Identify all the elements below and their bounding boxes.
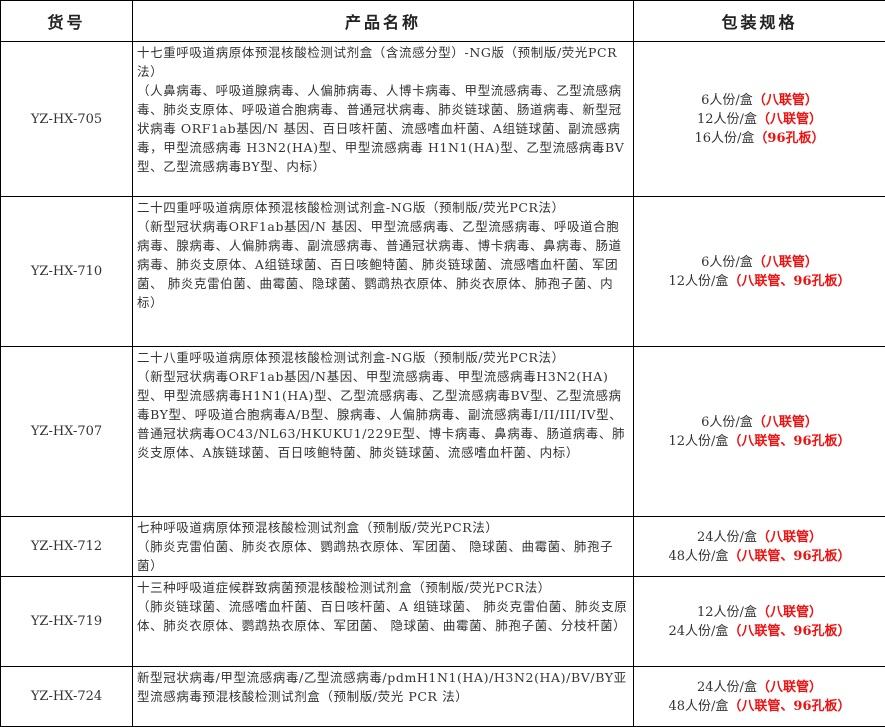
pack-line: 48人份/盒（八联管、96孔板） xyxy=(635,547,884,566)
packaging: 6人份/盒（八联管）12人份/盒（八联管、96孔板） xyxy=(634,197,885,347)
product-name: 十三种呼吸道症候群致病菌预混核酸检测试剂盒（预制版/荧光PCR法）（肺炎链球菌、… xyxy=(133,577,634,667)
header-pack: 包装规格 xyxy=(634,1,885,42)
packaging: 12人份/盒（八联管）24人份/盒（八联管、96孔板） xyxy=(634,577,885,667)
pack-type: （八联管） xyxy=(753,93,818,108)
pack-type: （八联管、96孔板） xyxy=(728,549,850,564)
pack-line: 12人份/盒（八联管） xyxy=(635,603,884,622)
packaging: 24人份/盒（八联管）48人份/盒（八联管、96孔板） xyxy=(634,667,885,727)
pack-type: （八联管） xyxy=(757,530,822,545)
pack-line: 24人份/盒（八联管） xyxy=(635,528,884,547)
pack-type: （八联管、96孔板） xyxy=(728,699,850,714)
product-targets: （新型冠状病毒ORF1ab基因/N基因、甲型流感病毒、甲型流感病毒H3N2(HA… xyxy=(137,367,629,462)
pack-qty: 16人份/盒 xyxy=(694,131,754,146)
product-title: 七种呼吸道病原体预混核酸检测试剂盒（预制版/荧光PCR法） xyxy=(137,518,629,537)
header-row: 货号 产品名称 包装规格 xyxy=(1,1,885,42)
header-code: 货号 xyxy=(1,1,133,42)
table-row: YZ-HX-712 七种呼吸道病原体预混核酸检测试剂盒（预制版/荧光PCR法）（… xyxy=(1,517,885,577)
pack-type: （八联管） xyxy=(753,415,818,430)
pack-type: （八联管） xyxy=(757,605,822,620)
product-targets: （肺炎链球菌、流感嗜血杆菌、百日咳杆菌、A 组链球菌、 肺炎克雷伯菌、肺炎支原体… xyxy=(137,597,629,635)
product-name: 十七重呼吸道病原体预混核酸检测试剂盒（含流感分型）-NG版（预制版/荧光PCR法… xyxy=(133,42,634,197)
table-row: YZ-HX-724 新型冠状病毒/甲型流感病毒/乙型流感病毒/pdmH1N1(H… xyxy=(1,667,885,727)
pack-qty: 48人份/盒 xyxy=(668,549,728,564)
pack-qty: 24人份/盒 xyxy=(697,530,757,545)
pack-type: （八联管、96孔板） xyxy=(728,624,850,639)
product-title: 新型冠状病毒/甲型流感病毒/乙型流感病毒/pdmH1N1(HA)/H3N2(HA… xyxy=(137,668,629,706)
pack-line: 6人份/盒（八联管） xyxy=(635,253,884,272)
pack-type: （八联管） xyxy=(753,255,818,270)
product-code: YZ-HX-712 xyxy=(1,517,133,577)
pack-qty: 12人份/盒 xyxy=(668,434,728,449)
product-targets: （人鼻病毒、呼吸道腺病毒、人偏肺病毒、人博卡病毒、甲型流感病毒、乙型流感病毒、肺… xyxy=(137,81,629,176)
pack-qty: 24人份/盒 xyxy=(697,680,757,695)
product-targets: （肺炎克雷伯菌、肺炎衣原体、鹦鹉热衣原体、军团菌、 隐球菌、曲霉菌、肺孢子菌） xyxy=(137,537,629,575)
pack-qty: 6人份/盒 xyxy=(701,93,753,108)
pack-type: （96孔板） xyxy=(754,131,824,146)
product-targets: （新型冠状病毒ORF1ab基因/N 基因、甲型流感病毒、乙型流感病毒、呼吸道合胞… xyxy=(137,217,629,312)
product-code: YZ-HX-724 xyxy=(1,667,133,727)
header-name: 产品名称 xyxy=(133,1,634,42)
pack-type: （八联管） xyxy=(757,112,822,127)
product-name: 二十四重呼吸道病原体预混核酸检测试剂盒-NG版（预制版/荧光PCR法）（新型冠状… xyxy=(133,197,634,347)
table-row: YZ-HX-719 十三种呼吸道症候群致病菌预混核酸检测试剂盒（预制版/荧光PC… xyxy=(1,577,885,667)
pack-line: 12人份/盒（八联管、96孔板） xyxy=(635,432,884,451)
pack-type: （八联管、96孔板） xyxy=(728,434,850,449)
product-title: 二十八重呼吸道病原体预混核酸检测试剂盒-NG版（预制版/荧光PCR法） xyxy=(137,348,629,367)
product-title: 十七重呼吸道病原体预混核酸检测试剂盒（含流感分型）-NG版（预制版/荧光PCR法… xyxy=(137,43,629,81)
product-code: YZ-HX-710 xyxy=(1,197,133,347)
product-name: 新型冠状病毒/甲型流感病毒/乙型流感病毒/pdmH1N1(HA)/H3N2(HA… xyxy=(133,667,634,727)
pack-qty: 48人份/盒 xyxy=(668,699,728,714)
pack-type: （八联管） xyxy=(757,680,822,695)
pack-qty: 12人份/盒 xyxy=(668,274,728,289)
pack-line: 12人份/盒（八联管、96孔板） xyxy=(635,272,884,291)
pack-qty: 12人份/盒 xyxy=(697,112,757,127)
packaging: 24人份/盒（八联管）48人份/盒（八联管、96孔板） xyxy=(634,517,885,577)
pack-qty: 24人份/盒 xyxy=(668,624,728,639)
pack-line: 6人份/盒（八联管） xyxy=(635,413,884,432)
product-title: 二十四重呼吸道病原体预混核酸检测试剂盒-NG版（预制版/荧光PCR法） xyxy=(137,198,629,217)
pack-line: 12人份/盒（八联管） xyxy=(635,110,884,129)
pack-qty: 6人份/盒 xyxy=(701,415,753,430)
product-code: YZ-HX-719 xyxy=(1,577,133,667)
pack-line: 48人份/盒（八联管、96孔板） xyxy=(635,697,884,716)
pack-line: 6人份/盒（八联管） xyxy=(635,91,884,110)
product-code: YZ-HX-705 xyxy=(1,42,133,197)
product-name: 二十八重呼吸道病原体预混核酸检测试剂盒-NG版（预制版/荧光PCR法）（新型冠状… xyxy=(133,347,634,517)
pack-qty: 12人份/盒 xyxy=(697,605,757,620)
packaging: 6人份/盒（八联管）12人份/盒（八联管、96孔板） xyxy=(634,347,885,517)
pack-line: 24人份/盒（八联管、96孔板） xyxy=(635,622,884,641)
pack-qty: 6人份/盒 xyxy=(701,255,753,270)
product-name: 七种呼吸道病原体预混核酸检测试剂盒（预制版/荧光PCR法）（肺炎克雷伯菌、肺炎衣… xyxy=(133,517,634,577)
pack-line: 24人份/盒（八联管） xyxy=(635,678,884,697)
table-row: YZ-HX-707 二十八重呼吸道病原体预混核酸检测试剂盒-NG版（预制版/荧光… xyxy=(1,347,885,517)
packaging: 6人份/盒（八联管）12人份/盒（八联管）16人份/盒（96孔板） xyxy=(634,42,885,197)
product-title: 十三种呼吸道症候群致病菌预混核酸检测试剂盒（预制版/荧光PCR法） xyxy=(137,578,629,597)
pack-line: 16人份/盒（96孔板） xyxy=(635,129,884,148)
table-row: YZ-HX-710 二十四重呼吸道病原体预混核酸检测试剂盒-NG版（预制版/荧光… xyxy=(1,197,885,347)
pack-type: （八联管、96孔板） xyxy=(728,274,850,289)
product-code: YZ-HX-707 xyxy=(1,347,133,517)
table-row: YZ-HX-705 十七重呼吸道病原体预混核酸检测试剂盒（含流感分型）-NG版（… xyxy=(1,42,885,197)
